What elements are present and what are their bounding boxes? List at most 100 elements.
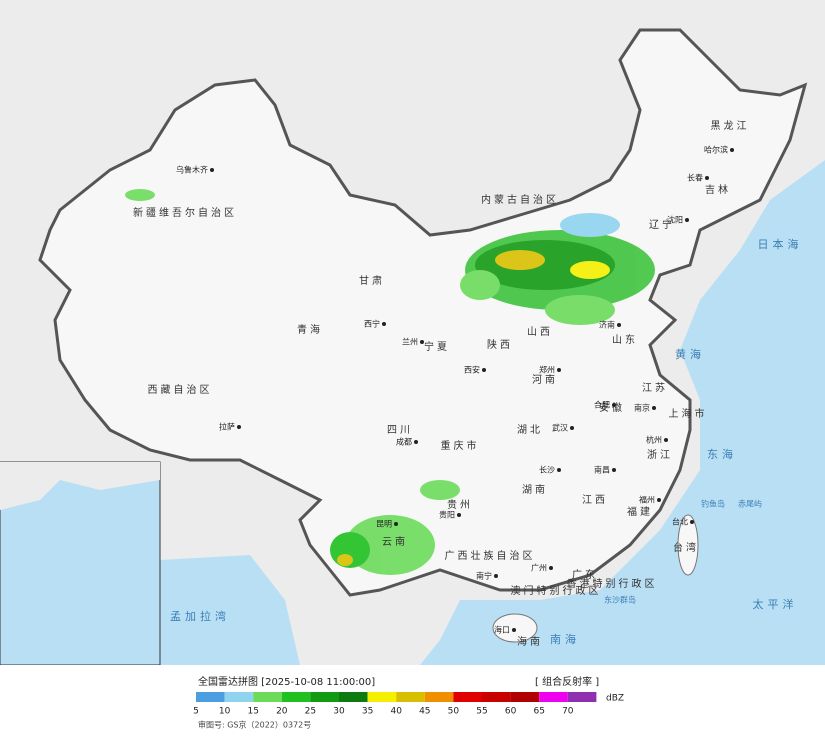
city-label: 贵阳 [439,510,455,520]
province-label: 四川 [387,425,413,436]
city-label: 兰州 [402,337,418,347]
product-name: [ 组合反射率 ] [535,675,599,688]
province-label: 湖南 [522,483,548,496]
province-label: 西藏自治区 [148,383,213,396]
legend-swatch [453,692,482,702]
legend-swatch [539,692,568,702]
city-label: 成都 [396,437,412,447]
city-marker [549,566,553,570]
city-marker [482,368,486,372]
province-label: 黑龙江 [711,119,750,132]
city-marker [664,438,668,442]
province-label: 澳门特别行政区 [511,584,602,597]
city-label: 拉萨 [219,422,235,432]
sea-label: 东海 [707,447,737,461]
city-marker [730,148,734,152]
city-marker [494,574,498,578]
approval-number: 审图号: GS京（2022）0372号 [198,720,311,730]
legend-label: 15 [247,707,258,717]
city-marker [557,468,561,472]
hainan-island [492,613,538,643]
city-marker [705,176,709,180]
bay-of-bengal [160,555,300,665]
legend-swatch [310,692,339,702]
province-label: 辽宁 [649,218,675,231]
city-label: 长沙 [539,465,555,475]
province-label: 海南 [517,635,543,648]
sea-label: 孟加拉湾 [170,609,230,623]
province-label: 香港特别行政区 [567,577,658,590]
city-label: 西宁 [364,319,380,329]
province-label: 广东 [572,568,598,581]
province-label: 上海市 [669,407,708,420]
city-label: 南宁 [476,571,492,581]
legend-swatch [281,692,311,702]
city-label: 乌鲁木齐 [176,165,208,175]
city-marker [690,520,694,524]
sea-label: 太平洋 [753,597,798,611]
city-marker [237,425,241,429]
city-marker [457,513,461,517]
city-marker [685,218,689,222]
legend-swatch [424,692,454,702]
province-label: 贵州 [447,498,473,511]
province-label: 宁夏 [424,340,450,353]
city-marker [617,323,621,327]
province-label: 河南 [532,373,558,386]
sea-label: 南海 [550,632,580,646]
ocean [420,160,825,665]
city-label: 武汉 [552,423,568,433]
legend-swatch [396,692,425,702]
city-label: 台北 [672,517,688,527]
province-label: 云南 [382,535,408,548]
city-marker [382,322,386,326]
legend-label: 50 [448,707,460,717]
sea-label: 赤尾屿 [738,500,762,509]
legend-swatch [367,692,397,702]
city-marker [420,340,424,344]
province-label: 甘肃 [359,274,385,287]
legend-label: 20 [276,707,288,717]
city-marker [512,628,516,632]
city-label: 昆明 [376,520,392,529]
city-marker [612,468,616,472]
legend-label: 40 [390,707,402,717]
province-label: 浙江 [647,449,673,461]
province-label: 台湾 [673,541,699,554]
city-label: 西安 [464,365,480,375]
legend-label: 35 [362,707,373,717]
province-label: 湖北 [517,424,543,436]
province-label: 新疆维吾尔自治区 [133,206,237,219]
province-label: 江苏 [642,381,668,394]
inset-land [0,462,160,510]
legend-label: 30 [333,707,345,717]
sea-label: 钓鱼岛 [701,499,725,509]
province-label: 江西 [582,494,608,506]
city-marker [210,168,214,172]
taiwan-island [677,514,699,576]
city-marker [570,426,574,430]
map-title: 全国雷达拼图 [2025-10-08 11:00:00] [198,675,375,688]
city-label: 南昌 [594,465,610,475]
legend-label: 55 [476,707,487,717]
province-label: 吉林 [705,183,731,196]
radar-echoes [125,189,655,575]
province-label: 山东 [612,333,638,346]
city-label: 长春 [687,173,703,183]
sea-label: 黄海 [675,347,705,361]
legend-swatch [482,692,511,702]
legend-swatch [224,692,254,702]
legend-label: 70 [562,707,574,717]
city-marker [652,406,656,410]
city-label: 合肥 [594,400,610,410]
sea-label: 东沙群岛 [604,595,636,605]
city-label: 郑州 [539,365,555,375]
province-label: 广西壮族自治区 [445,549,536,562]
city-label: 福州 [639,496,655,505]
province-label: 重庆市 [441,439,480,452]
province-label: 内蒙古自治区 [481,193,559,206]
legend-label: 60 [505,707,517,717]
city-marker [612,403,616,407]
